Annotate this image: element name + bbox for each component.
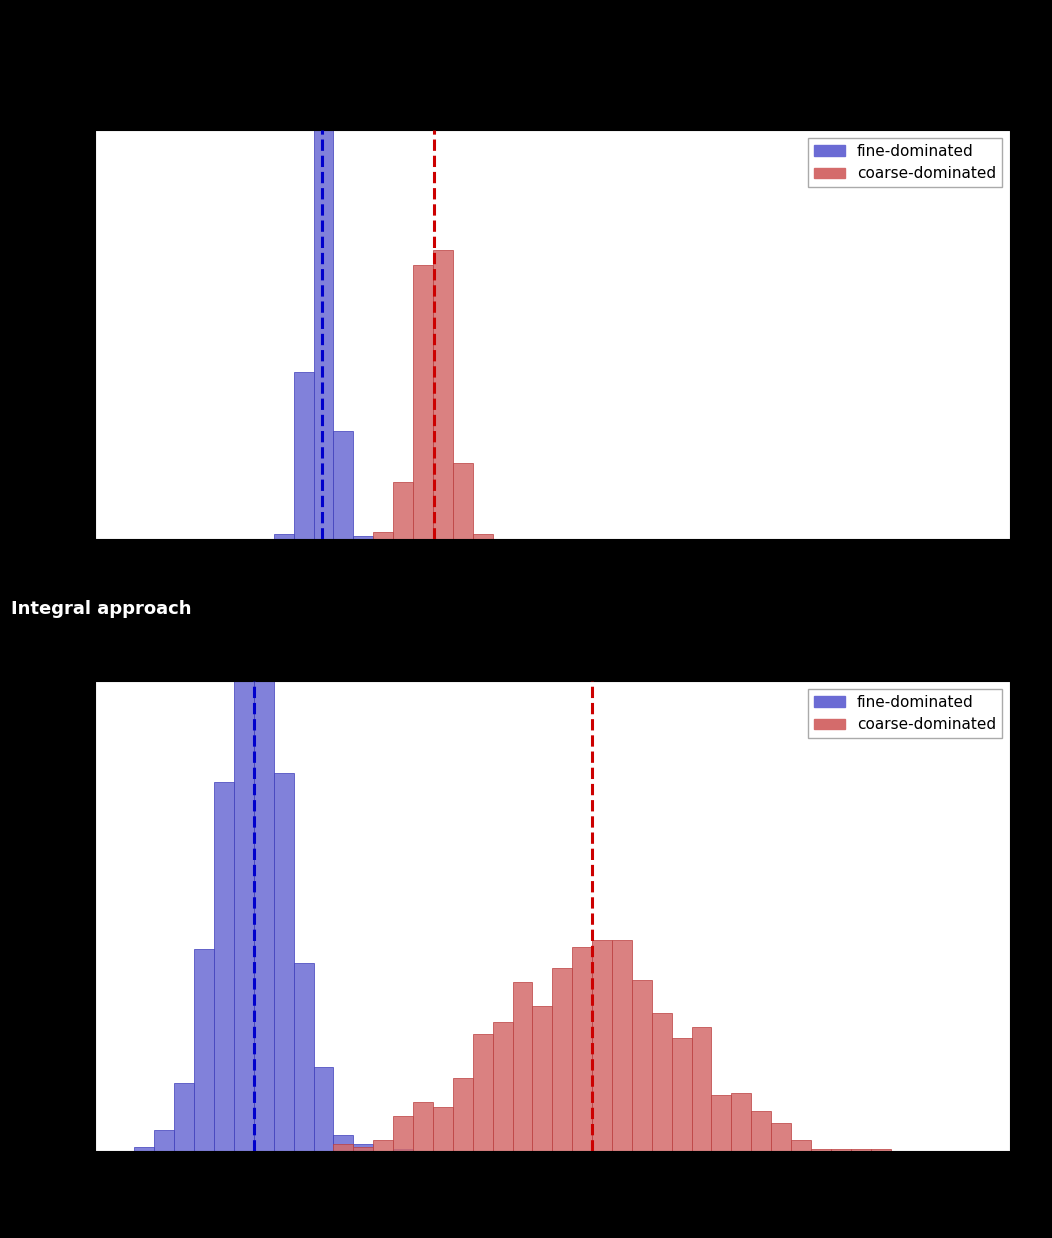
- X-axis label: Resistivity (Ωm): Resistivity (Ωm): [486, 1181, 619, 1198]
- Bar: [851, 1149, 871, 1151]
- Bar: [214, 782, 234, 1151]
- Bar: [771, 1123, 791, 1151]
- Bar: [632, 979, 652, 1151]
- Bar: [393, 1117, 413, 1151]
- Bar: [333, 1135, 353, 1151]
- Bar: [433, 1107, 452, 1151]
- Bar: [492, 1023, 512, 1151]
- Bar: [731, 1092, 751, 1151]
- Bar: [691, 1026, 711, 1151]
- Bar: [472, 1034, 492, 1151]
- Bar: [195, 950, 214, 1151]
- Bar: [294, 371, 313, 539]
- Bar: [393, 482, 413, 539]
- Bar: [512, 982, 532, 1151]
- Bar: [452, 1078, 472, 1151]
- Bar: [353, 1146, 373, 1151]
- Legend: fine-dominated, coarse-dominated: fine-dominated, coarse-dominated: [808, 688, 1003, 738]
- Bar: [831, 1149, 851, 1151]
- Bar: [572, 947, 592, 1151]
- Bar: [671, 1039, 691, 1151]
- Bar: [353, 1144, 373, 1151]
- Bar: [433, 250, 452, 539]
- Title: Resistivity distributions
fine-dominated: 50th (std=0.3), coarse-dominated: 50th: Resistivity distributions fine-dominated…: [276, 87, 829, 125]
- Bar: [791, 1139, 811, 1151]
- Bar: [155, 1130, 175, 1151]
- Bar: [552, 968, 572, 1151]
- Bar: [313, 1067, 333, 1151]
- Bar: [612, 940, 632, 1151]
- Bar: [413, 1102, 433, 1151]
- X-axis label: Resistivity (Ωm): Resistivity (Ωm): [486, 568, 619, 586]
- Title: Resistivity distributions
fine-dominated: 50th (std=0.9), coarse-dominated: 50th: Resistivity distributions fine-dominated…: [276, 638, 829, 676]
- Bar: [274, 773, 294, 1151]
- Text: Integral approach: Integral approach: [11, 600, 191, 618]
- Y-axis label: Counts: Counts: [35, 306, 53, 363]
- Bar: [294, 963, 313, 1151]
- Bar: [373, 1139, 393, 1151]
- Bar: [532, 1005, 552, 1151]
- Bar: [711, 1094, 731, 1151]
- Bar: [333, 1144, 353, 1151]
- Bar: [811, 1149, 831, 1151]
- Bar: [313, 114, 333, 539]
- Bar: [393, 1149, 413, 1151]
- Bar: [751, 1112, 771, 1151]
- Bar: [333, 432, 353, 539]
- Y-axis label: Counts: Counts: [35, 888, 53, 945]
- Bar: [353, 536, 373, 539]
- Bar: [871, 1149, 891, 1151]
- Bar: [135, 1146, 155, 1151]
- Bar: [274, 535, 294, 539]
- Bar: [592, 940, 612, 1151]
- Bar: [413, 265, 433, 539]
- Bar: [472, 534, 492, 539]
- Bar: [652, 1013, 671, 1151]
- Bar: [452, 463, 472, 539]
- Bar: [373, 532, 393, 539]
- Bar: [234, 641, 254, 1151]
- Legend: fine-dominated, coarse-dominated: fine-dominated, coarse-dominated: [808, 137, 1003, 187]
- Bar: [254, 652, 274, 1151]
- Bar: [175, 1083, 195, 1151]
